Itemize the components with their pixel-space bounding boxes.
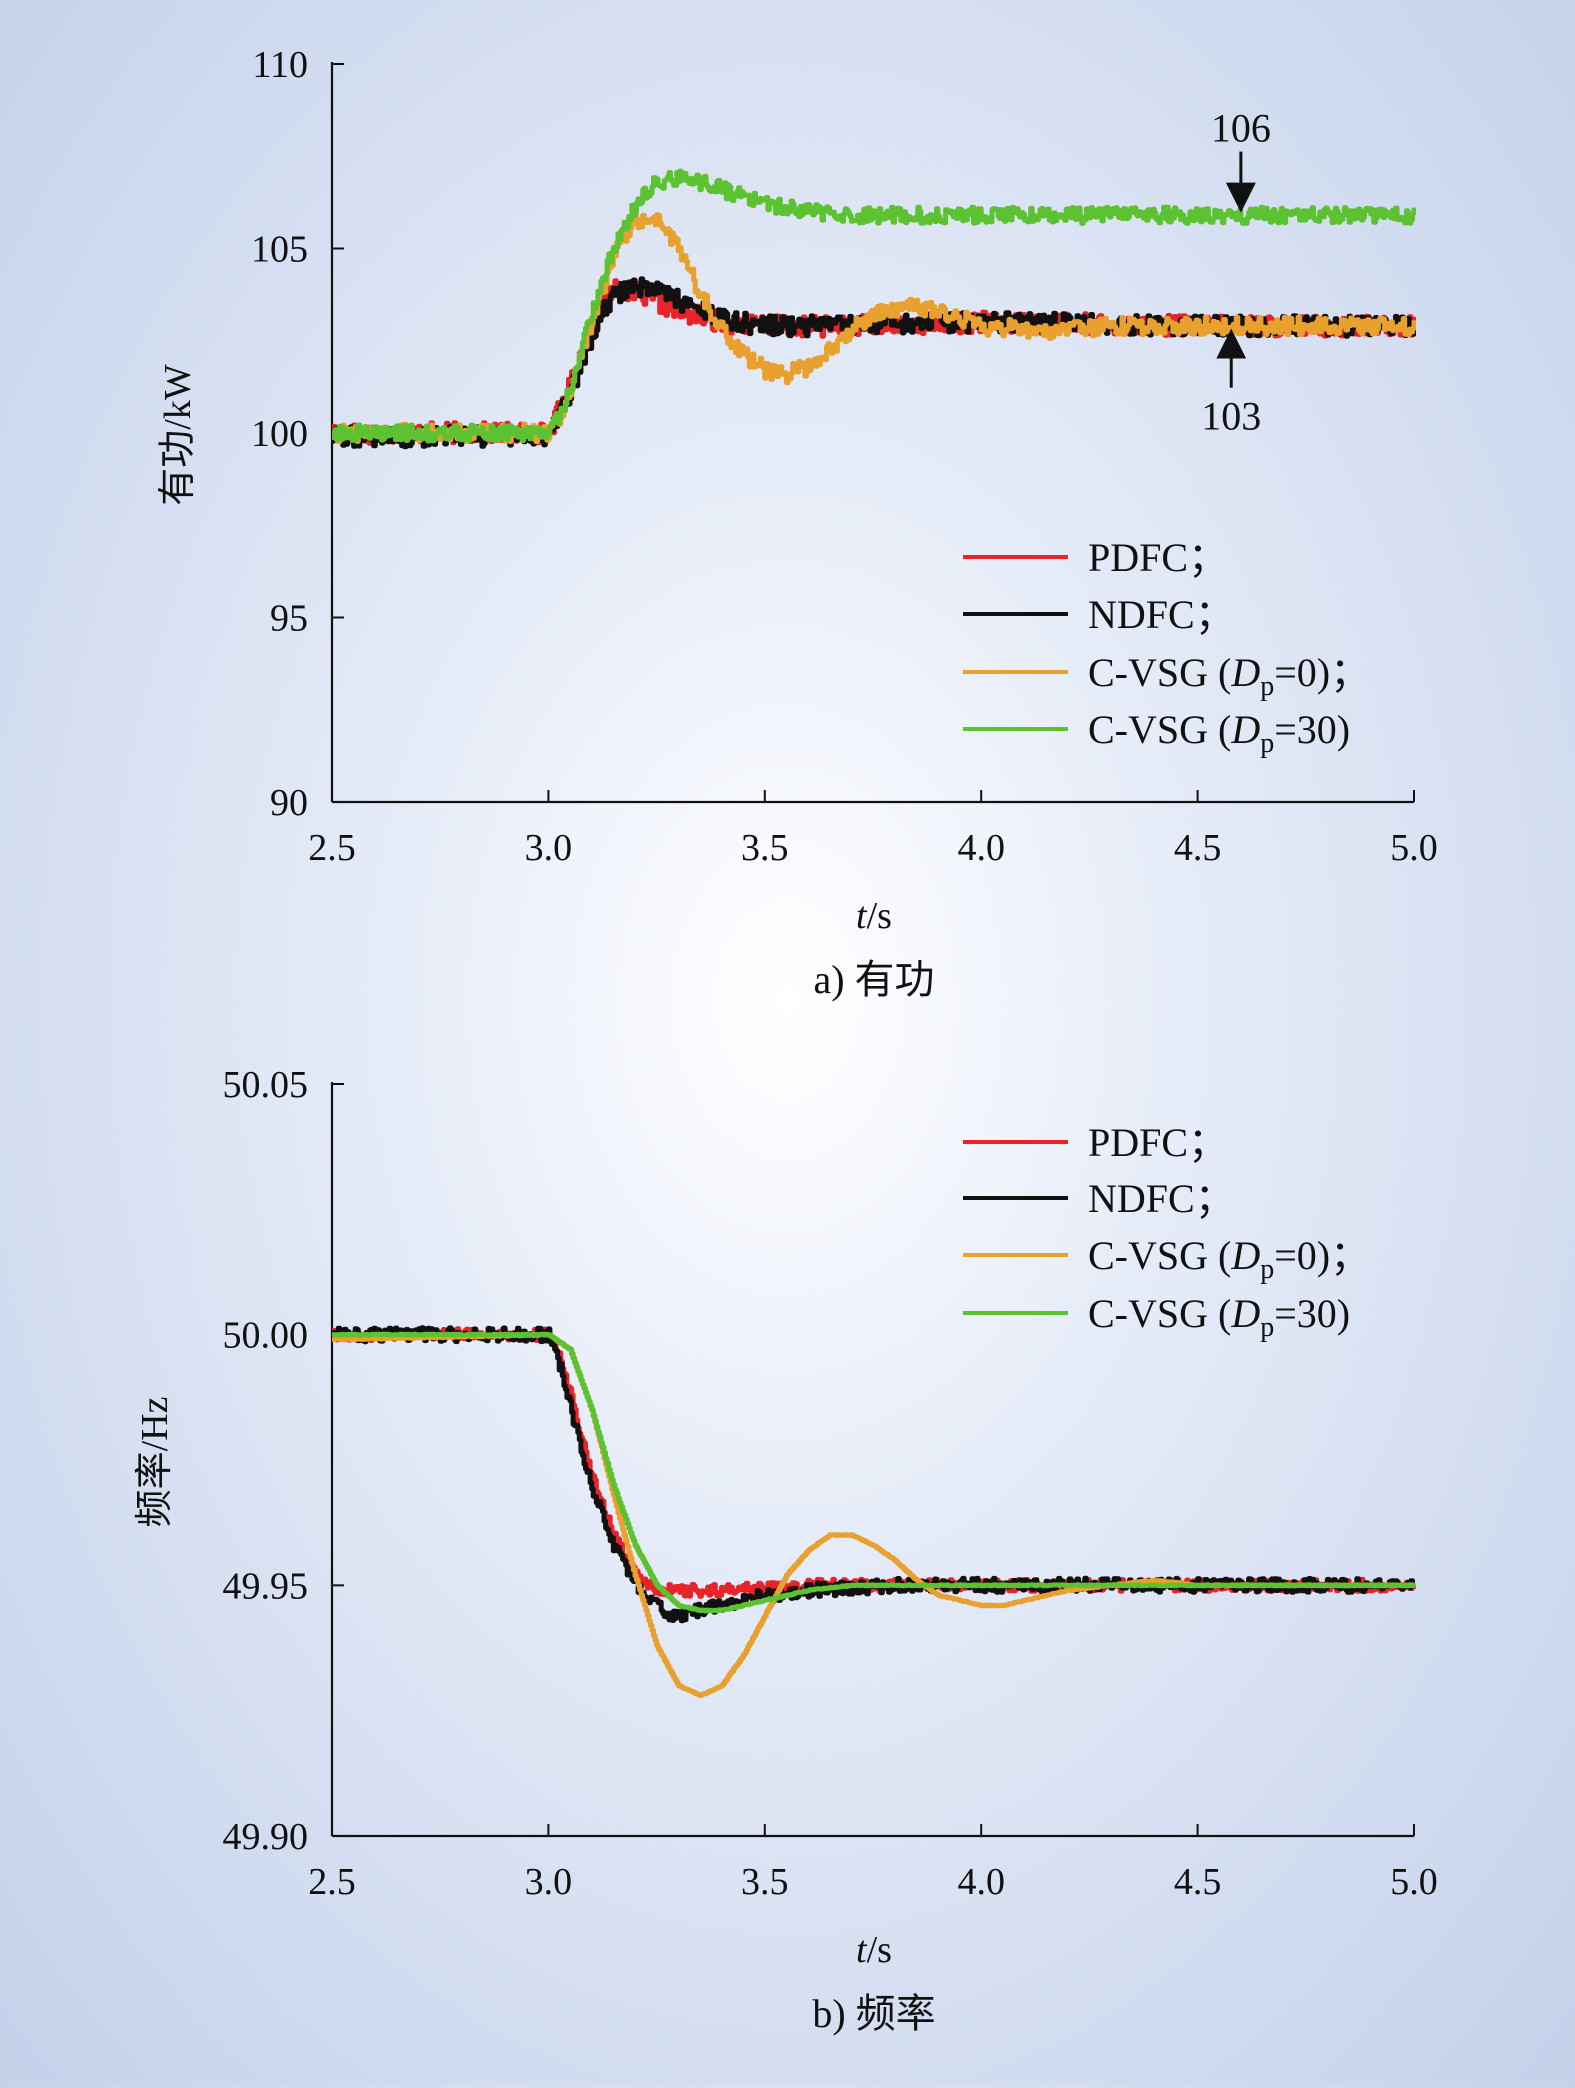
legend-a-cvsg30-sub: p [1260, 728, 1274, 759]
y-tick-label: 49.95 [223, 1565, 309, 1607]
x-tick-label: 3.5 [741, 1861, 789, 1903]
chart-active-power: 2.5 3.0 3.5 4.0 4.5 5.0 90 95 100 105 110 有功/kW t/… [157, 44, 1438, 1002]
legend-b-label-pdfc: PDFC； [1088, 1120, 1228, 1165]
series-line-cvsg-dp30-a [332, 168, 1416, 444]
y-tick-label: 95 [270, 598, 308, 640]
axes-b [330, 1082, 1415, 1838]
y-tick-label: 49.90 [223, 1816, 309, 1858]
series-line-pdfc-b [332, 1326, 1416, 1599]
legend-b-label-cvsg0: C-VSG (Dp=0)； [1088, 1233, 1370, 1285]
x-tick-label: 4.0 [957, 1861, 1005, 1903]
chart-frequency: 2.5 3.0 3.5 4.0 4.5 5.0 49.90 49.95 50.00 50.05 频… [134, 1064, 1438, 2036]
series-line-cvsg-dp30-b [332, 1331, 1416, 1614]
series-group-a [332, 168, 1416, 450]
legend-b-cvsg0-prefix: C-VSG ( [1088, 1233, 1231, 1278]
x-tick-label: 5.0 [1390, 827, 1438, 869]
legend-b-cvsg30-sub: p [1260, 1312, 1274, 1343]
legend-a: PDFC； NDFC； C-VSG (Dp=0)； C-VSG (Dp=30) [963, 535, 1370, 759]
legend-a-cvsg0-suffix: =0)； [1274, 650, 1370, 695]
x-tick-label: 4.5 [1174, 1861, 1222, 1903]
annotation-106: 106 [1211, 106, 1271, 151]
x-axis-label-a-unit: /s [867, 895, 892, 937]
caption-a: a) 有功 [813, 957, 934, 1002]
legend-a-label-ndfc: NDFC； [1088, 592, 1235, 637]
y-axis-label-a: 有功/kW [157, 364, 199, 506]
y-tick-label: 90 [270, 782, 308, 824]
x-tick-label: 2.5 [308, 1861, 356, 1903]
legend-b-cvsg30-suffix: =30) [1274, 1291, 1350, 1336]
legend-a-label-cvsg0: C-VSG (Dp=0)； [1088, 650, 1370, 702]
legend-a-cvsg0-sub: p [1260, 671, 1274, 702]
x-tick-label: 2.5 [308, 827, 356, 869]
caption-b: b) 频率 [812, 1991, 935, 2036]
x-axis-label-b-var: t [856, 1929, 868, 1971]
legend-a-cvsg30-suffix: =30) [1274, 707, 1350, 752]
tick-labels-a: 2.5 3.0 3.5 4.0 4.5 5.0 90 95 100 105 110 [251, 44, 1438, 869]
y-tick-label: 50.05 [223, 1064, 309, 1106]
y-tick-label: 105 [251, 229, 308, 271]
y-axis-label-b: 频率/Hz [134, 1397, 176, 1528]
x-axis-label-a: t/s [856, 895, 892, 937]
legend-a-cvsg30-prefix: C-VSG ( [1088, 707, 1231, 752]
series-line-ndfc-b [332, 1325, 1416, 1624]
x-tick-label: 3.0 [525, 827, 573, 869]
annotation-103: 103 [1201, 394, 1261, 439]
legend-a-label-pdfc: PDFC； [1088, 535, 1228, 580]
y-tick-label: 50.00 [223, 1315, 309, 1357]
x-axis-label-b: t/s [856, 1929, 892, 1971]
legend-b-cvsg30-prefix: C-VSG ( [1088, 1291, 1231, 1336]
legend-b-cvsg0-D: D [1230, 1233, 1260, 1278]
x-tick-label: 3.5 [741, 827, 789, 869]
legend-b-cvsg30-D: D [1230, 1291, 1260, 1336]
x-tick-label: 4.0 [957, 827, 1005, 869]
x-tick-label: 4.5 [1174, 827, 1222, 869]
series-group-b [332, 1325, 1416, 1699]
x-axis-label-b-unit: /s [867, 1929, 892, 1971]
legend-b: PDFC； NDFC； C-VSG (Dp=0)； C-VSG (Dp=30) [963, 1120, 1370, 1343]
x-axis-label-a-var: t [856, 895, 868, 937]
legend-b-cvsg0-sub: p [1260, 1254, 1274, 1285]
legend-b-label-cvsg30: C-VSG (Dp=30) [1088, 1291, 1350, 1343]
annotations-a: 106 103 [1201, 106, 1271, 439]
legend-a-cvsg0-prefix: C-VSG ( [1088, 650, 1231, 695]
legend-b-label-ndfc: NDFC； [1088, 1176, 1235, 1221]
legend-a-cvsg30-D: D [1230, 707, 1260, 752]
x-tick-label: 5.0 [1390, 1861, 1438, 1903]
series-line-cvsg-dp0-b [332, 1331, 1416, 1699]
x-tick-label: 3.0 [525, 1861, 573, 1903]
legend-a-cvsg0-D: D [1230, 650, 1260, 695]
legend-b-cvsg0-suffix: =0)； [1274, 1233, 1370, 1278]
y-tick-label: 100 [251, 413, 308, 455]
legend-a-label-cvsg30: C-VSG (Dp=30) [1088, 707, 1350, 759]
tick-labels-b: 2.5 3.0 3.5 4.0 4.5 5.0 49.90 49.95 50.00 50.05 [223, 1064, 1438, 1903]
y-tick-label: 110 [252, 44, 308, 86]
